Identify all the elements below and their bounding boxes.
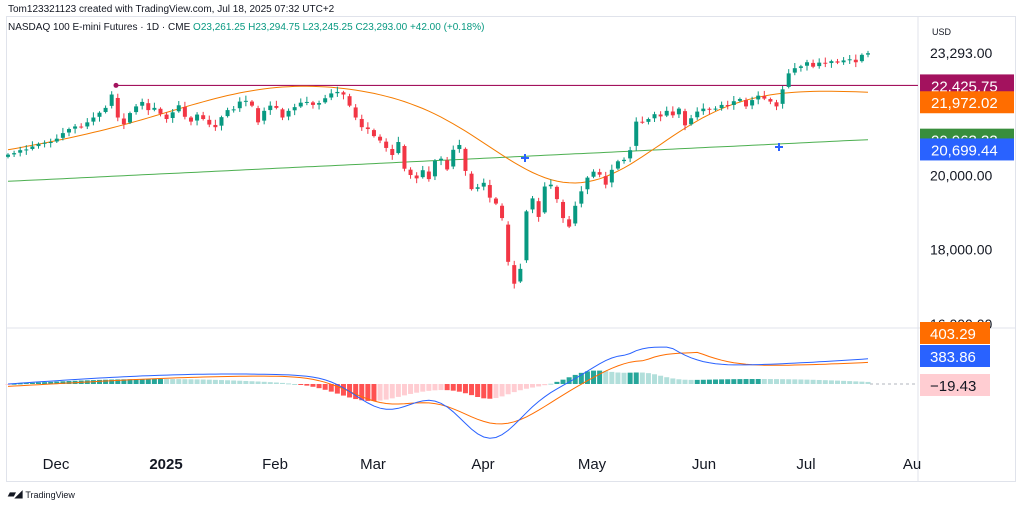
currency-label: USD [932, 27, 952, 37]
open-value: O23,261.25 [193, 22, 246, 33]
high-value: H23,294.75 [248, 22, 300, 33]
low-value: L23,245.25 [302, 22, 353, 33]
close-value: C23,293.00 [355, 22, 408, 33]
created-by-caption: Tom123321123 created with TradingView.co… [8, 4, 335, 15]
tradingview-logo-icon: ▰◢ [8, 489, 22, 500]
chart-frame [6, 16, 1016, 482]
footer-brand[interactable]: ▰◢ TradingView [8, 489, 75, 500]
change-value: +42.00 (+0.18%) [409, 22, 485, 33]
symbol-legend[interactable]: NASDAQ 100 E-mini Futures · 1D · CME O23… [8, 22, 484, 33]
brand-name: TradingView [25, 489, 75, 500]
symbol-title[interactable]: NASDAQ 100 E-mini Futures · 1D · CME [8, 22, 191, 33]
